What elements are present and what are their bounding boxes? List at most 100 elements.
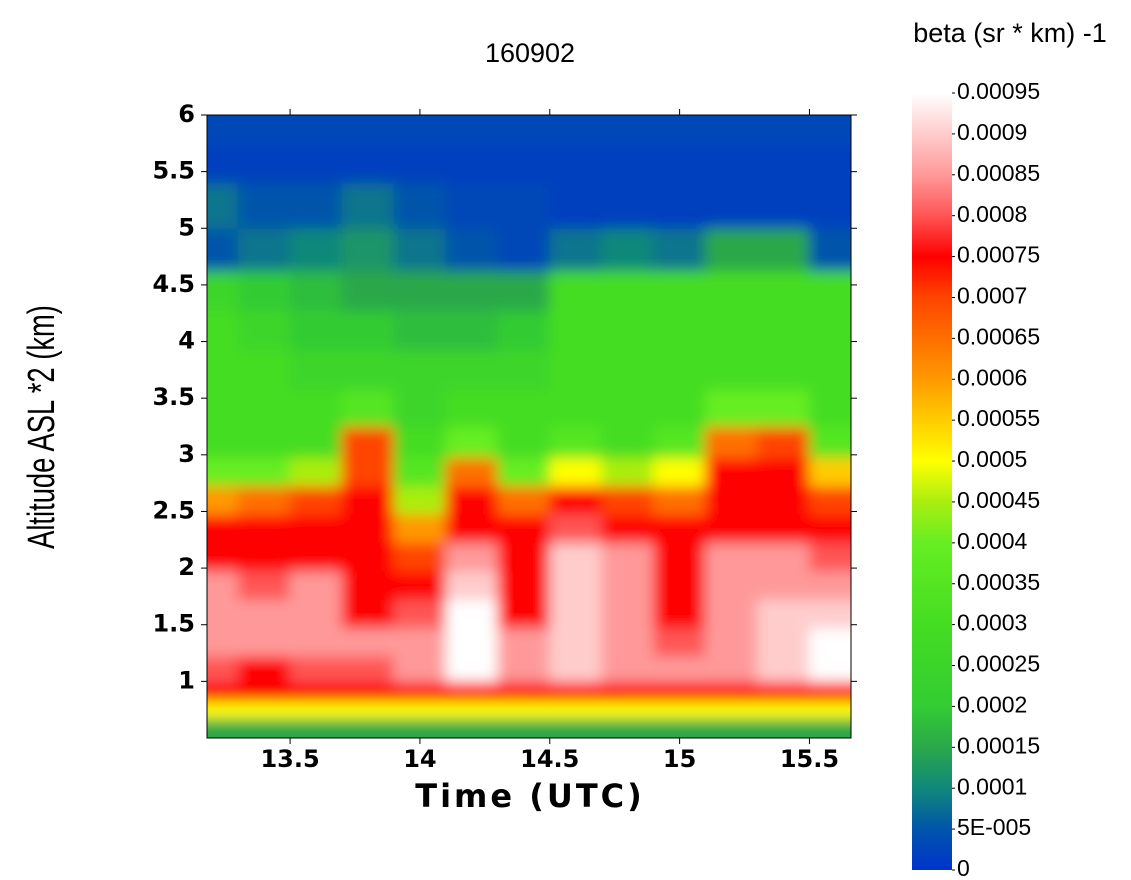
y-tick-label: 4.5: [152, 270, 195, 298]
colorbar-tick-label: 0.0002: [957, 691, 1027, 717]
heatmap-cell: [207, 270, 239, 311]
heatmap-cell: [549, 542, 603, 572]
heatmap-cell: [808, 627, 851, 657]
heatmap-cell: [653, 349, 707, 391]
heatmap-cell: [497, 457, 551, 487]
heatmap-cell: [757, 717, 810, 738]
heatmap-cell: [445, 542, 499, 572]
heatmap-cell: [237, 270, 291, 311]
heatmap-cell: [549, 227, 603, 272]
heatmap-cell: [808, 570, 851, 600]
heatmap-cell: [497, 570, 551, 600]
heatmap-cell: [601, 598, 655, 629]
heatmap-cell: [393, 680, 447, 702]
heatmap-cell: [237, 485, 291, 515]
heatmap-cell: [757, 426, 810, 459]
heatmap-cell: [341, 270, 395, 311]
heatmap-cell: [808, 680, 851, 702]
heatmap-cell: [445, 227, 499, 272]
heatmap-cell: [808, 270, 851, 311]
heatmap-cell: [445, 598, 499, 629]
heatmap-cell: [341, 700, 395, 719]
heatmap-cell: [549, 717, 603, 738]
heatmap-cell: [757, 700, 810, 719]
heatmap-cell: [549, 426, 603, 459]
heatmap-cell: [237, 700, 291, 719]
heatmap-cell: [445, 182, 499, 229]
colorbar-tick-label: 0: [957, 855, 970, 880]
heatmap-cell: [393, 700, 447, 719]
heatmap-cell: [549, 349, 603, 391]
heatmap-cell: [601, 426, 655, 459]
heatmap-cell: [445, 389, 499, 427]
heatmap-cell: [705, 270, 759, 311]
heatmap-cell: [289, 389, 343, 427]
colorbar-tick-label: 5E-005: [957, 814, 1031, 840]
heatmap-cell: [549, 513, 603, 544]
heatmap-cell: [497, 227, 551, 272]
colorbar-tick-label: 0.00045: [957, 487, 1040, 513]
heatmap-cell: [705, 680, 759, 702]
heatmap-cell: [808, 542, 851, 572]
heatmap-cell: [393, 227, 447, 272]
heatmap-cell: [237, 598, 291, 629]
heatmap-cell: [289, 542, 343, 572]
heatmap-cell: [289, 513, 343, 544]
heatmap-cell: [705, 717, 759, 738]
heatmap-cell: [757, 349, 810, 391]
heatmap-cell: [237, 349, 291, 391]
heatmap-cell: [549, 309, 603, 351]
colorbar-tick-label: 0.00035: [957, 569, 1040, 595]
colorbar-tick-label: 0.00055: [957, 405, 1040, 431]
heatmap-cell: [207, 513, 239, 544]
heatmap-cell: [207, 680, 239, 702]
y-tick-label: 1.5: [152, 610, 195, 638]
heatmap: [207, 115, 851, 738]
heatmap-cell: [549, 627, 603, 657]
y-axis-label: Altitude ASL *2 (km): [21, 305, 63, 549]
heatmap-cell: [207, 485, 239, 515]
heatmap-cell: [445, 655, 499, 682]
heatmap-cell: [497, 655, 551, 682]
heatmap-cell: [393, 426, 447, 459]
heatmap-cell: [653, 655, 707, 682]
heatmap-cell: [289, 309, 343, 351]
heatmap-cell: [705, 115, 759, 144]
heatmap-cell: [705, 349, 759, 391]
heatmap-cell: [757, 270, 810, 311]
heatmap-cell: [808, 457, 851, 487]
heatmap-cell: [601, 680, 655, 702]
heatmap-cell: [289, 598, 343, 629]
heatmap-cell: [445, 570, 499, 600]
colorbar-tick-label: 0.0009: [957, 119, 1027, 145]
heatmap-cell: [601, 349, 655, 391]
heatmap-cell: [808, 513, 851, 544]
heatmap-cell: [757, 389, 810, 427]
y-tick-label: 5: [178, 213, 195, 241]
colorbar-tick-label: 0.0003: [957, 610, 1027, 636]
heatmap-cell: [393, 513, 447, 544]
heatmap-cell: [653, 227, 707, 272]
heatmap-cell: [341, 513, 395, 544]
heatmap-cell: [207, 115, 239, 144]
y-tick-label: 3: [178, 440, 195, 468]
heatmap-cell: [601, 700, 655, 719]
heatmap-cell: [289, 717, 343, 738]
heatmap-cell: [497, 182, 551, 229]
y-tick-label: 4: [178, 327, 195, 355]
heatmap-cell: [341, 389, 395, 427]
heatmap-cell: [549, 270, 603, 311]
heatmap-cell: [445, 426, 499, 459]
heatmap-cell: [341, 457, 395, 487]
heatmap-cell: [445, 680, 499, 702]
heatmap-cell: [549, 485, 603, 515]
heatmap-cell: [705, 700, 759, 719]
heatmap-cell: [341, 598, 395, 629]
heatmap-cell: [808, 227, 851, 272]
heatmap-cell: [549, 142, 603, 184]
x-tick-label: 14: [403, 745, 436, 773]
heatmap-cell: [497, 485, 551, 515]
heatmap-cell: [393, 309, 447, 351]
heatmap-cell: [289, 142, 343, 184]
heatmap-cell: [601, 142, 655, 184]
